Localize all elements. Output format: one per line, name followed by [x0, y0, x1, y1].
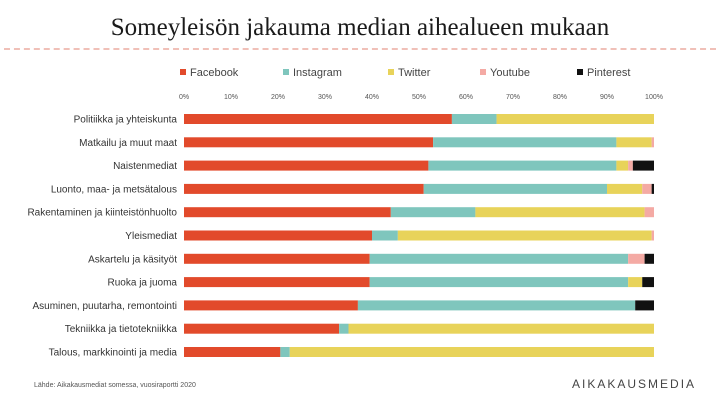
- bar-facebook-rakentaminen-ja-kiinteistonhuolto: [184, 207, 391, 218]
- bar-youtube-luonto-maa-ja-metsatalous: [642, 183, 652, 194]
- category-label-talous-markkinointi-ja-media: Talous, markkinointi ja media: [49, 348, 178, 359]
- x-tick-label: 90%: [600, 94, 614, 101]
- bar-instagram-askartelu-ja-kasityot: [369, 253, 629, 264]
- bar-facebook-matkailu-ja-muut-maat: [184, 137, 434, 148]
- bar-instagram-yleismediat: [372, 230, 398, 241]
- bar-instagram-naistenmediat: [428, 160, 617, 171]
- x-tick-label: 0%: [179, 94, 189, 101]
- bar-instagram-talous-markkinointi-ja-media: [280, 347, 290, 357]
- x-tick-label: 60%: [459, 94, 473, 101]
- bar-twitter-yleismediat: [397, 230, 652, 241]
- source-note: Lähde: Aikakausmediat somessa, vuosirapo…: [34, 382, 196, 389]
- bar-instagram-politiikka-ja-yhteiskunta: [451, 114, 497, 124]
- bar-instagram-ruoka-ja-juoma: [369, 277, 629, 288]
- bar-pinterest-luonto-maa-ja-metsatalous: [651, 183, 654, 194]
- category-label-luonto-maa-ja-metsatalous: Luonto, maa- ja metsätalous: [51, 184, 177, 195]
- category-label-politiikka-ja-yhteiskunta: Politiikka ja yhteiskunta: [74, 115, 178, 126]
- bar-youtube-yleismediat: [651, 230, 654, 241]
- brand-logo-text: AIKAKAUSMEDIA: [572, 377, 697, 391]
- legend-swatch-facebook: [180, 69, 186, 75]
- legend-label-youtube: Youtube: [490, 67, 530, 79]
- chart-title: Someyleisön jakauma median aihealueen mu…: [110, 14, 610, 41]
- title-divider: [4, 48, 716, 50]
- category-label-rakentaminen-ja-kiinteistonhuolto: Rakentaminen ja kiinteistönhuolto: [27, 208, 177, 219]
- x-tick-label: 100%: [645, 94, 663, 101]
- bar-twitter-rakentaminen-ja-kiinteistonhuolto: [475, 207, 645, 218]
- bar-pinterest-asuminen-puutarha-remontointi: [635, 300, 654, 311]
- bar-facebook-asuminen-puutarha-remontointi: [184, 300, 358, 311]
- bar-youtube-naistenmediat: [628, 160, 633, 171]
- bar-youtube-rakentaminen-ja-kiinteistonhuolto: [644, 207, 654, 218]
- bar-facebook-talous-markkinointi-ja-media: [184, 347, 281, 357]
- legend-label-facebook: Facebook: [190, 67, 239, 79]
- bar-instagram-asuminen-puutarha-remontointi: [357, 300, 636, 311]
- legend-label-twitter: Twitter: [398, 67, 431, 79]
- bar-twitter-naistenmediat: [616, 160, 629, 171]
- bar-facebook-luonto-maa-ja-metsatalous: [184, 183, 424, 194]
- category-label-askartelu-ja-kasityot: Askartelu ja käsityöt: [88, 254, 177, 265]
- legend-label-pinterest: Pinterest: [587, 67, 630, 79]
- bar-facebook-tekniikka-ja-tietotekniikka: [184, 323, 340, 334]
- category-label-asuminen-puutarha-remontointi: Asuminen, puutarha, remontointi: [32, 301, 177, 312]
- category-label-ruoka-ja-juoma: Ruoka ja juoma: [108, 278, 178, 289]
- bar-twitter-ruoka-ja-juoma: [628, 277, 643, 288]
- bar-twitter-matkailu-ja-muut-maat: [616, 137, 652, 148]
- bar-pinterest-naistenmediat: [632, 160, 654, 171]
- category-label-tekniikka-ja-tietotekniikka: Tekniikka ja tietotekniikka: [65, 324, 178, 335]
- category-label-yleismediat: Yleismediat: [125, 231, 177, 242]
- category-label-matkailu-ja-muut-maat: Matkailu ja muut maat: [79, 138, 177, 149]
- bar-instagram-tekniikka-ja-tietotekniikka: [339, 323, 349, 334]
- x-tick-label: 50%: [412, 94, 426, 101]
- legend-swatch-twitter: [388, 69, 394, 75]
- bar-pinterest-askartelu-ja-kasityot: [644, 253, 654, 264]
- legend-swatch-youtube: [480, 69, 486, 75]
- x-tick-label: 40%: [365, 94, 379, 101]
- bar-twitter-politiikka-ja-yhteiskunta: [496, 114, 654, 124]
- bar-twitter-luonto-maa-ja-metsatalous: [607, 183, 643, 194]
- x-tick-label: 80%: [553, 94, 567, 101]
- bar-twitter-talous-markkinointi-ja-media: [289, 347, 654, 357]
- bar-instagram-rakentaminen-ja-kiinteistonhuolto: [390, 207, 476, 218]
- category-label-naistenmediat: Naistenmediat: [113, 161, 177, 172]
- bar-instagram-luonto-maa-ja-metsatalous: [423, 183, 607, 194]
- bar-facebook-politiikka-ja-yhteiskunta: [184, 114, 452, 124]
- bar-facebook-ruoka-ja-juoma: [184, 277, 370, 288]
- x-tick-label: 20%: [271, 94, 285, 101]
- bar-youtube-matkailu-ja-muut-maat: [651, 137, 654, 148]
- x-tick-label: 30%: [318, 94, 332, 101]
- bar-twitter-tekniikka-ja-tietotekniikka: [348, 323, 654, 334]
- legend-label-instagram: Instagram: [293, 67, 342, 79]
- x-tick-label: 10%: [224, 94, 238, 101]
- bar-facebook-naistenmediat: [184, 160, 429, 171]
- bar-youtube-askartelu-ja-kasityot: [628, 253, 645, 264]
- bar-instagram-matkailu-ja-muut-maat: [433, 137, 617, 148]
- legend-swatch-pinterest: [577, 69, 583, 75]
- bar-facebook-yleismediat: [184, 230, 372, 241]
- bar-pinterest-ruoka-ja-juoma: [642, 277, 654, 288]
- legend-swatch-instagram: [283, 69, 289, 75]
- bar-facebook-askartelu-ja-kasityot: [184, 253, 370, 264]
- x-tick-label: 70%: [506, 94, 520, 101]
